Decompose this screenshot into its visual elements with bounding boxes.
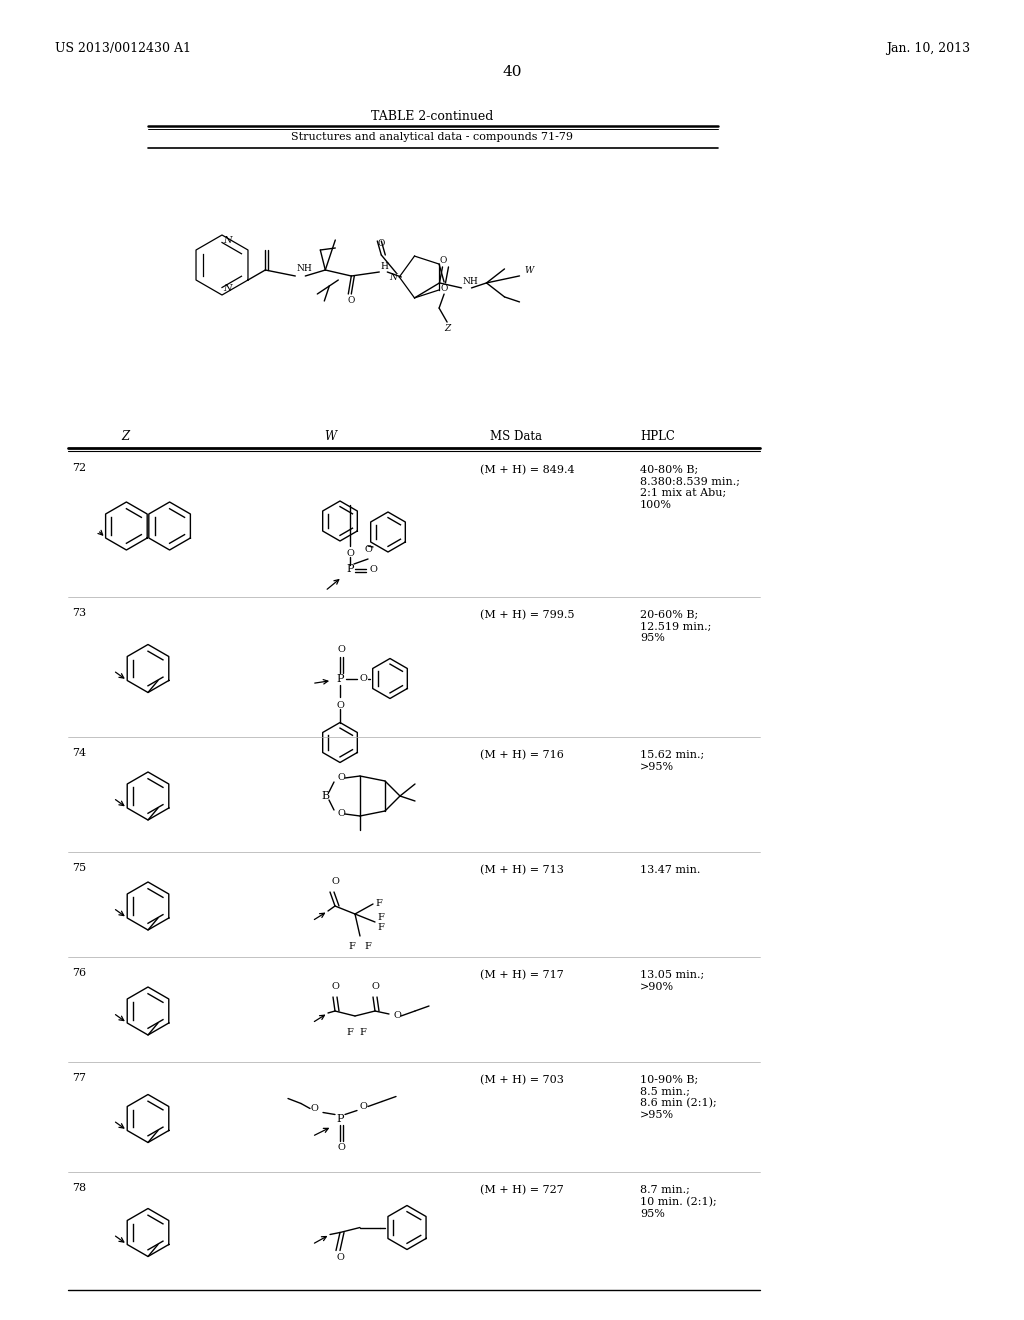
- Text: 40-80% B;
8.380:8.539 min.;
2:1 mix at Abu;
100%: 40-80% B; 8.380:8.539 min.; 2:1 mix at A…: [640, 465, 740, 510]
- Text: O: O: [393, 1011, 400, 1020]
- Text: N: N: [389, 272, 397, 281]
- Text: O: O: [337, 809, 345, 818]
- Text: W: W: [324, 430, 336, 444]
- Text: O: O: [337, 1143, 345, 1151]
- Text: 77: 77: [72, 1073, 86, 1082]
- Text: 15.62 min.;
>95%: 15.62 min.; >95%: [640, 750, 705, 772]
- Text: F: F: [377, 923, 384, 932]
- Text: O: O: [337, 774, 345, 783]
- Text: O: O: [440, 284, 447, 293]
- Text: O: O: [331, 982, 339, 991]
- Text: O: O: [336, 1253, 344, 1262]
- Text: 72: 72: [72, 463, 86, 473]
- Text: 13.05 min.;
>90%: 13.05 min.; >90%: [640, 970, 705, 991]
- Text: O: O: [347, 296, 355, 305]
- Text: (M + H) = 717: (M + H) = 717: [480, 970, 564, 981]
- Text: Z: Z: [121, 430, 129, 444]
- Text: (M + H) = 727: (M + H) = 727: [480, 1185, 564, 1196]
- Text: Z: Z: [444, 325, 451, 333]
- Text: W: W: [524, 267, 534, 276]
- Text: P: P: [336, 1114, 344, 1123]
- Text: NH: NH: [296, 264, 312, 273]
- Text: 75: 75: [72, 863, 86, 873]
- Text: H: H: [380, 261, 388, 271]
- Text: O: O: [310, 1104, 318, 1113]
- Text: 78: 78: [72, 1183, 86, 1193]
- Text: O: O: [440, 256, 447, 265]
- Text: O: O: [331, 876, 339, 886]
- Text: (M + H) = 703: (M + H) = 703: [480, 1074, 564, 1085]
- Text: O: O: [337, 645, 345, 655]
- Text: N: N: [223, 284, 231, 293]
- Text: O: O: [378, 239, 385, 248]
- Text: O: O: [371, 982, 379, 991]
- Text: O: O: [365, 545, 372, 554]
- Text: 74: 74: [72, 748, 86, 758]
- Text: Jan. 10, 2013: Jan. 10, 2013: [886, 42, 970, 55]
- Text: F: F: [375, 899, 382, 908]
- Text: (M + H) = 799.5: (M + H) = 799.5: [480, 610, 574, 620]
- Text: (M + H) = 716: (M + H) = 716: [480, 750, 564, 760]
- Text: B: B: [321, 791, 329, 801]
- Text: 20-60% B;
12.519 min.;
95%: 20-60% B; 12.519 min.; 95%: [640, 610, 712, 643]
- Text: 76: 76: [72, 968, 86, 978]
- Text: (M + H) = 713: (M + H) = 713: [480, 865, 564, 875]
- Text: 8.7 min.;
10 min. (2:1);
95%: 8.7 min.; 10 min. (2:1); 95%: [640, 1185, 717, 1218]
- Text: 10-90% B;
8.5 min.;
8.6 min (2:1);
>95%: 10-90% B; 8.5 min.; 8.6 min (2:1); >95%: [640, 1074, 717, 1121]
- Text: F: F: [346, 1028, 353, 1038]
- Text: F: F: [359, 1028, 367, 1038]
- Text: F: F: [348, 942, 355, 950]
- Text: P: P: [336, 673, 344, 684]
- Text: F: F: [365, 942, 372, 950]
- Text: O: O: [346, 549, 354, 558]
- Text: F: F: [377, 912, 384, 921]
- Text: O: O: [360, 675, 368, 682]
- Text: Structures and analytical data - compounds 71-79: Structures and analytical data - compoun…: [291, 132, 573, 143]
- Text: O: O: [360, 1102, 368, 1111]
- Text: 73: 73: [72, 609, 86, 618]
- Text: (M + H) = 849.4: (M + H) = 849.4: [480, 465, 574, 475]
- Text: HPLC: HPLC: [640, 430, 675, 444]
- Text: MS Data: MS Data: [490, 430, 542, 444]
- Text: NH: NH: [463, 277, 478, 286]
- Text: US 2013/0012430 A1: US 2013/0012430 A1: [55, 42, 191, 55]
- Text: O: O: [370, 565, 378, 573]
- Text: 40: 40: [502, 65, 522, 79]
- Text: N: N: [223, 236, 231, 246]
- Text: TABLE 2-continued: TABLE 2-continued: [371, 110, 494, 123]
- Text: 13.47 min.: 13.47 min.: [640, 865, 700, 875]
- Text: O: O: [336, 701, 344, 710]
- Text: P: P: [346, 564, 353, 574]
